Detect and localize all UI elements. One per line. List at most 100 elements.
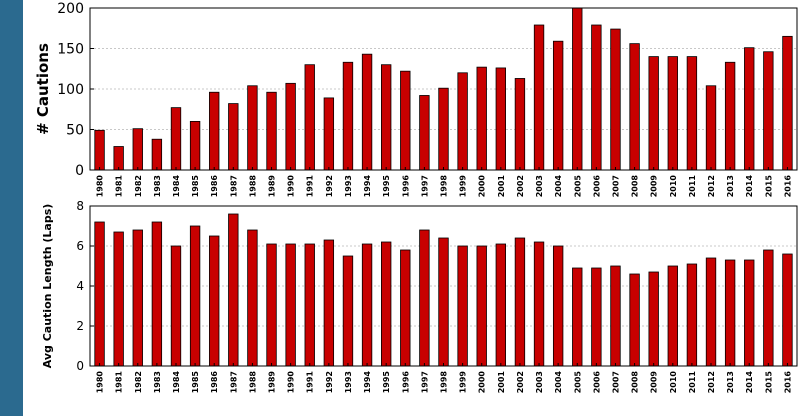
- bar: [304, 64, 315, 171]
- x-tick-label: 1991: [306, 371, 315, 394]
- x-tick-label: 1994: [363, 371, 372, 394]
- x-tick-label: 1986: [210, 371, 219, 394]
- bar: [724, 259, 736, 367]
- bar: [476, 66, 487, 171]
- x-tick-label: 1984: [172, 175, 181, 198]
- bar: [285, 243, 296, 367]
- bar: [419, 229, 430, 367]
- x-tick-label: 1992: [325, 175, 334, 197]
- bar: [552, 40, 564, 171]
- y-tick-label: 8: [76, 199, 84, 213]
- x-tick-label: 1980: [96, 175, 105, 198]
- x-tick-label: 2002: [516, 371, 525, 393]
- x-tick-label: 1983: [153, 371, 162, 393]
- x-tick-label: 1985: [191, 371, 200, 394]
- bar: [495, 243, 507, 367]
- bar: [228, 213, 239, 367]
- x-tick-label: 2012: [707, 175, 716, 197]
- bar: [533, 24, 545, 171]
- y-tick-label: 6: [76, 239, 84, 253]
- x-tick-label: 2011: [688, 371, 697, 394]
- bar: [419, 95, 430, 171]
- x-tick-label: 2001: [497, 175, 506, 198]
- x-tick-label: 1993: [344, 175, 353, 197]
- bar: [400, 249, 411, 367]
- bar: [591, 24, 602, 171]
- x-tick-label: 2010: [669, 371, 678, 394]
- x-tick-label: 2011: [688, 175, 697, 198]
- bar: [495, 67, 507, 171]
- x-tick-label: 1993: [344, 371, 353, 393]
- bar: [113, 146, 124, 171]
- bar: [457, 72, 468, 171]
- bar: [361, 243, 373, 367]
- bar: [400, 70, 411, 171]
- x-tick-label: 1991: [306, 175, 315, 198]
- bar: [686, 263, 698, 367]
- bar: [247, 229, 258, 367]
- bar: [94, 221, 105, 367]
- x-tick-label: 1981: [115, 371, 124, 394]
- x-tick-label: 2001: [497, 371, 506, 394]
- x-tick-label: 1999: [459, 371, 468, 394]
- x-tick-label: 1998: [440, 371, 449, 394]
- x-tick-label: 2009: [650, 371, 659, 394]
- bar: [514, 78, 526, 171]
- y-tick-label: 4: [76, 279, 84, 293]
- bar: [113, 231, 124, 367]
- x-tick-label: 2008: [631, 175, 640, 198]
- x-tick-label: 2005: [573, 175, 582, 198]
- bar: [610, 265, 621, 367]
- bar: [285, 82, 296, 171]
- bar: [572, 7, 583, 171]
- bar: [572, 267, 583, 367]
- bar: [591, 267, 602, 367]
- bar: [380, 64, 392, 171]
- x-tick-label: 1982: [134, 371, 143, 393]
- x-tick-label: 1997: [420, 371, 429, 393]
- x-tick-label: 1995: [382, 371, 391, 394]
- x-tick-label: 2006: [592, 371, 601, 394]
- x-tick-label: 1997: [420, 175, 429, 197]
- x-tick-label: 1984: [172, 371, 181, 394]
- x-tick-label: 2007: [611, 175, 620, 197]
- bar: [266, 91, 277, 171]
- x-tick-label: 1983: [153, 175, 162, 197]
- x-tick-label: 1998: [440, 175, 449, 198]
- bar: [629, 43, 640, 171]
- y-tick-label: 0: [75, 163, 84, 179]
- bar: [209, 91, 220, 171]
- x-tick-label: 1986: [210, 175, 219, 198]
- x-tick-label: 1994: [363, 175, 372, 198]
- cautions-panel: 0 50 100 150 200 1980 1981 1982 1983 1984 1985 1986…: [34, 1, 798, 198]
- x-tick-label: 2013: [726, 371, 735, 393]
- x-tick-label: 2010: [669, 175, 678, 198]
- bar: [648, 56, 659, 171]
- bar: [629, 273, 640, 367]
- x-tick-label: 1990: [287, 175, 296, 198]
- plot-frame: [89, 205, 798, 367]
- bar: [361, 53, 373, 171]
- bar: [438, 87, 449, 171]
- bar: [552, 245, 564, 367]
- x-tick-label: 2008: [631, 371, 640, 394]
- bar: [380, 241, 392, 367]
- x-tick-label: 1992: [325, 371, 334, 393]
- y-tick-label: 100: [57, 82, 84, 98]
- bar: [763, 249, 774, 367]
- bar: [705, 257, 717, 367]
- x-tick-label: 2009: [650, 175, 659, 198]
- y-tick-label: 200: [57, 1, 84, 17]
- caution-length-panel: 0 2 4 6 8 1980 1981 1982 1983 1984 1985 1986 1987 198…: [41, 199, 798, 394]
- bar: [744, 47, 755, 171]
- bar: [132, 229, 143, 367]
- x-tick-label: 2016: [783, 371, 792, 394]
- bar: [667, 56, 678, 171]
- x-tick-label: 1996: [401, 175, 410, 198]
- bar: [705, 85, 717, 171]
- y-tick-label: 2: [76, 319, 84, 333]
- bar: [724, 61, 736, 171]
- x-tick-label: 2015: [764, 371, 773, 394]
- bar: [782, 253, 793, 367]
- bar: [686, 56, 698, 171]
